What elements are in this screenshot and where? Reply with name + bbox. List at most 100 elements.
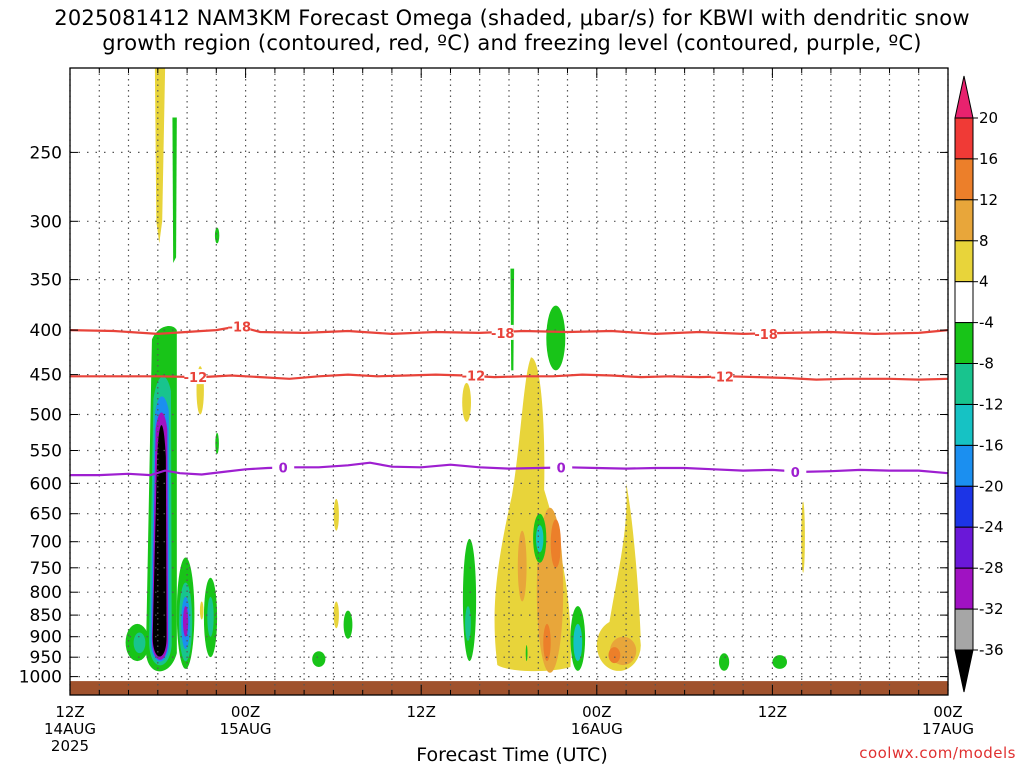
omega-blob [608,483,641,637]
contour-label--12: -12 [462,370,486,385]
x-tick-label: 00Z [582,703,611,721]
x-tick-label: 15AUG [220,720,272,738]
colorbar-label: -32 [979,600,1004,618]
x-tick-label: 14AUG [44,720,96,738]
y-tick-label: 950 [30,648,62,668]
omega-blob [312,651,326,667]
y-tick-label: 350 [30,271,62,291]
y-tick-label: 300 [30,212,62,232]
y-tick-label: 650 [30,505,62,525]
grid-layer [69,68,949,695]
y-tick-label: 500 [30,406,62,426]
colorbar-swatch [954,363,974,405]
x-tick-label: 16AUG [571,720,623,738]
contour-layer: -18 -18 -18 -12 -12 -12 0 0 0 [70,318,948,481]
contour-label-bg [755,325,778,341]
omega-blob [517,530,527,602]
colorbar-swatch [954,485,974,528]
x-tick-label: 00Z [933,703,962,721]
y-tick-label: 550 [30,442,62,462]
x-tick-label: 00Z [231,703,260,721]
y-tick-label: 750 [30,559,62,579]
y-tick-label: 800 [30,583,62,603]
colorbar-swatch [954,117,974,160]
omega-blob [462,382,471,422]
omega-blob [199,601,204,620]
colorbar-swatch [954,526,974,569]
colorbar-label: 20 [979,109,998,127]
colorbar-label: -12 [979,396,1004,414]
contour-label-0: 0 [557,461,566,476]
contour-label--18: -18 [228,320,252,335]
colorbar-label: 4 [979,273,989,291]
contour-label--12: -12 [710,370,734,385]
colorbar-label: -4 [979,314,994,332]
omega-blob [546,305,566,371]
omega-blob [801,501,805,573]
contour-label-bg [272,459,295,475]
contour-label-bg [228,318,251,334]
ground-layer [70,681,948,695]
omega-blob [573,623,583,662]
omega-shading-layer [125,68,805,673]
colorbar-bottom-arrow [954,649,974,693]
contour-label-bg [784,463,807,479]
omega-blob [183,606,189,637]
omega-blob [510,268,515,371]
x-tick-label: 12Z [758,703,787,721]
omega-blob [772,655,787,669]
omega-blob [543,623,551,662]
y-tick-label: 900 [30,628,62,648]
omega-blob [333,498,339,531]
omega-upward-column-core [152,425,167,657]
omega-blob [719,653,730,671]
y-tick-label: 1000 [19,668,62,688]
omega-blob [550,519,561,568]
colorbar-swatch [954,567,974,610]
colorbar-swatch [954,199,974,242]
omega-blob [536,525,544,553]
x-tick-label: 2025 [51,737,89,755]
y-tick-label: 400 [30,321,62,341]
contour-label-0: 0 [791,466,800,481]
y-axis: 2503003504004505005506006507007508008509… [19,143,948,688]
chart-title-line-2: growth region (contoured, red, ºC) and f… [102,31,922,55]
contour-label--18: -18 [491,327,515,342]
colorbar-swatch [954,322,974,365]
x-tick-label: 17AUG [922,720,974,738]
colorbar-label: -16 [979,436,1004,454]
omega-blob [333,601,339,629]
colorbar-swatch [954,404,974,446]
source-credit: coolwx.com/models [859,744,1016,762]
colorbar: 20 16 12 8 4 -4 -8 -12 -16 -20 -24 -28 -32 -36 [954,75,1004,693]
omega-blob [214,227,220,244]
y-tick-label: 600 [30,474,62,494]
y-tick-label: 450 [30,366,62,386]
colorbar-swatch [954,608,974,651]
omega-blob [133,632,146,654]
omega-blob [207,596,214,637]
omega-blob [343,610,353,639]
omega-negative-streak-upper [172,117,177,264]
contour-label-bg [711,368,734,384]
colorbar-swatch [954,240,974,283]
colorbar-swatch [954,281,974,324]
contour-label--12: -12 [184,371,208,386]
contour-label-bg [491,324,514,340]
contour-label--18: -18 [754,328,778,343]
colorbar-label: -20 [979,477,1004,495]
colorbar-swatch [954,158,974,201]
ground-fill [70,681,948,695]
colorbar-label: -8 [979,355,994,373]
contour-line--12 [70,373,948,381]
contour-label-bg [184,369,207,385]
colorbar-label: -36 [979,641,1004,659]
colorbar-swatch [954,444,974,487]
colorbar-top-arrow [954,75,974,119]
x-axis-title: Forecast Time (UTC) [416,744,608,766]
x-tick-label: 12Z [55,703,84,721]
y-tick-label: 850 [30,606,62,626]
x-tick-label: 12Z [407,703,436,721]
